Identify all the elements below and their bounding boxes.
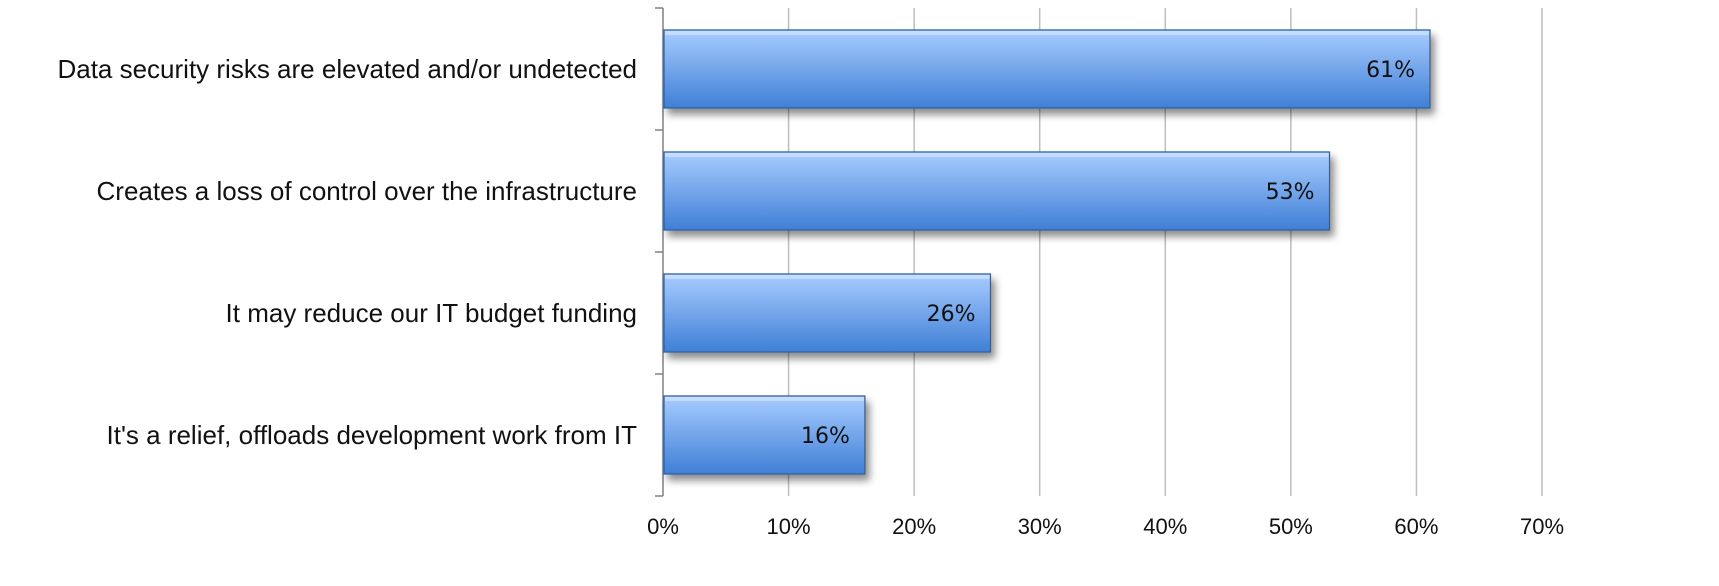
data-label: 61% [1366,58,1415,83]
x-tick-label: 20% [892,514,936,539]
x-tick-label: 30% [1018,514,1062,539]
bar [663,29,1431,109]
category-label: Creates a loss of control over the infra… [97,176,637,206]
category-label: Data security risks are elevated and/or … [57,54,637,84]
bar [663,395,866,475]
x-tick-label: 40% [1143,514,1187,539]
data-label: 16% [801,424,850,449]
x-tick-label: 50% [1269,514,1313,539]
axes [655,7,664,497]
x-tick-label: 70% [1520,514,1564,539]
x-tick-label: 60% [1394,514,1438,539]
bar [663,151,1331,231]
category-label: It may reduce our IT budget funding [226,298,637,328]
x-tick-label: 0% [647,514,679,539]
bar-highlight [665,152,1329,157]
x-tick-label: 10% [767,514,811,539]
data-label: 26% [927,302,976,327]
bars [663,29,1431,475]
category-label: It's a relief, offloads development work… [107,420,638,450]
labels: 0% 10% 20% 30% 40% 50% 60% 70% Data security ris… [57,54,1564,539]
data-label: 53% [1266,180,1315,205]
bar-highlight [665,30,1429,35]
bar-highlight [665,396,864,401]
bar [663,273,992,353]
bar-highlight [665,274,990,279]
